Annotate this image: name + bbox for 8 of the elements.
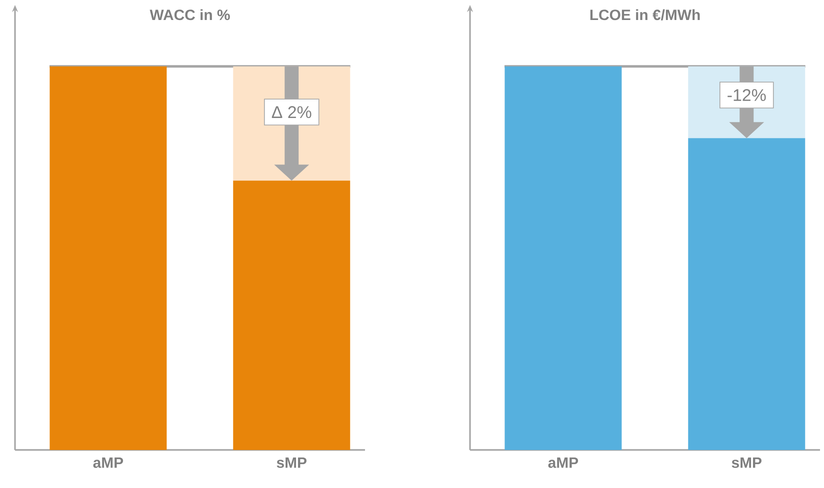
x-tick-label: aMP bbox=[93, 457, 124, 468]
x-tick-label: sMP bbox=[276, 457, 306, 468]
x-tick-label: sMP bbox=[732, 457, 762, 468]
annotation: -12% bbox=[728, 89, 766, 102]
chart-title: WACC in % bbox=[150, 9, 230, 20]
annotation: Δ 2% bbox=[272, 106, 312, 118]
chart-title: LCOE in €/MWh bbox=[590, 9, 700, 20]
x-tick-label: aMP bbox=[548, 457, 578, 468]
